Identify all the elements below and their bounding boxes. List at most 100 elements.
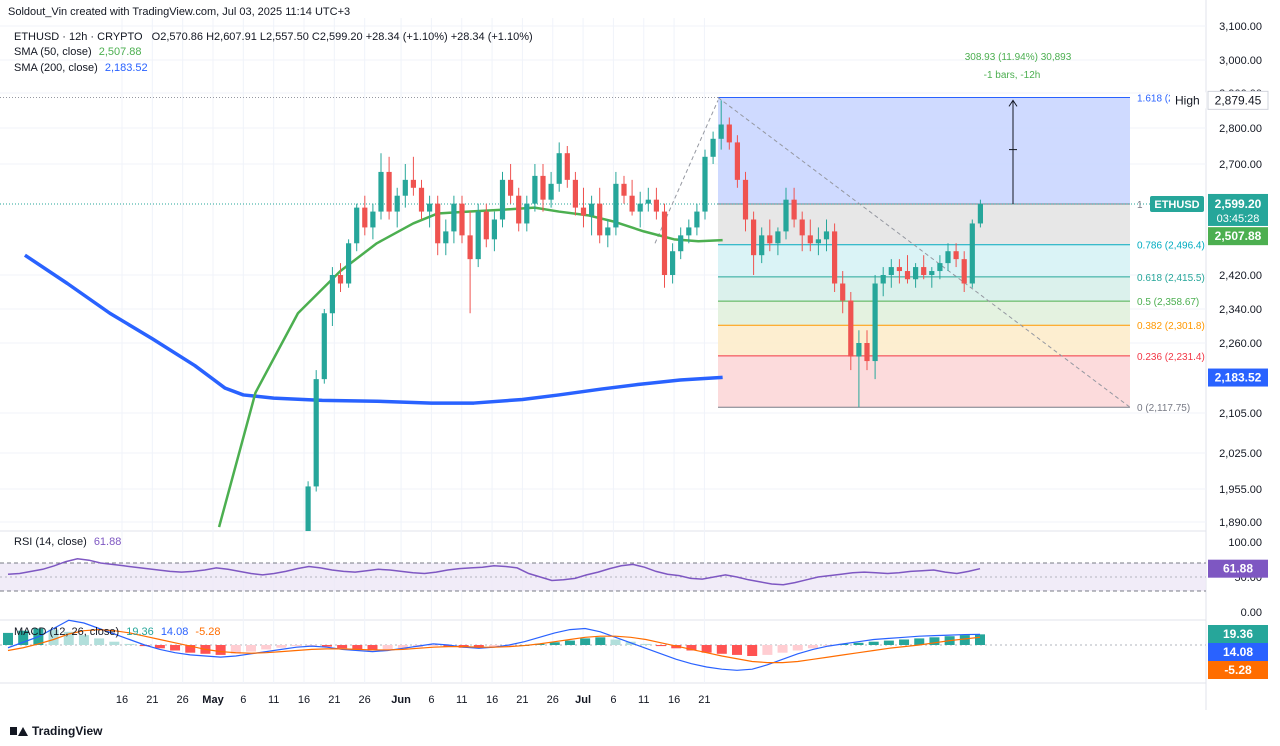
macd-hist-bar: [443, 645, 454, 647]
high-label-bg: [1170, 92, 1206, 109]
fib-zone: [718, 325, 1130, 356]
candle-body: [499, 179, 506, 220]
macd-hist-bar: [246, 645, 256, 652]
macd-value-line: 14.08: [160, 626, 189, 638]
candle-body: [856, 343, 862, 357]
sma200-value: 2,183.52: [104, 62, 148, 74]
macd-hist-bar: [701, 645, 712, 653]
candle-body: [613, 183, 619, 228]
candle-body: [548, 183, 554, 200]
macd-hist-bar: [883, 640, 894, 645]
x-tick-label: 21: [328, 694, 340, 706]
sma200-badge: [1208, 368, 1268, 387]
candle-body: [710, 138, 716, 157]
rsi-tick-label: 100.00: [1228, 537, 1262, 549]
brand-name: TradingView: [32, 724, 103, 738]
y-tick-label: 2,260.00: [1219, 338, 1262, 350]
macd-hist-bar: [959, 635, 970, 645]
x-tick-label: 21: [698, 694, 710, 706]
rsi-badge-value: 61.88: [1223, 562, 1253, 576]
bar-countdown: 03:45:28: [1217, 213, 1260, 225]
candle-body: [880, 275, 886, 284]
macd-hist-bar: [428, 645, 439, 647]
macd-hist-bar: [868, 641, 879, 645]
x-tick-label: 26: [177, 694, 189, 706]
sma50-label: SMA (50, close): [14, 46, 92, 58]
macd-hist-bar: [792, 645, 803, 651]
candle-body: [840, 283, 846, 301]
x-tick-label: May: [202, 694, 224, 706]
candle-body: [913, 267, 919, 280]
macd-hist-bar: [94, 638, 105, 645]
macd-value-hist: 19.36: [126, 626, 154, 638]
candle-body: [645, 199, 651, 204]
author-credit: Soldout_Vin created with TradingView.com…: [8, 6, 351, 18]
rsi-legend[interactable]: RSI (14, close) 61.88: [14, 536, 121, 548]
last-price-badge: [1208, 193, 1268, 226]
candle-body: [580, 207, 587, 216]
sma50-badge: [1208, 227, 1268, 246]
sma200-line: [23, 253, 723, 405]
y-tick-label: 1,955.00: [1219, 484, 1262, 496]
candle-body: [605, 227, 611, 236]
candle-body: [410, 179, 416, 188]
high-value-badge: [1207, 90, 1269, 110]
candle-body: [451, 203, 457, 232]
candle-body: [807, 235, 813, 244]
candle-body: [799, 219, 805, 236]
macd-value-signal: -5.28: [195, 626, 221, 638]
candle-body: [597, 203, 603, 236]
candle-body: [516, 195, 522, 224]
macd-hist-bar: [807, 645, 818, 649]
y-tick-label: 2,025.00: [1219, 448, 1262, 460]
macd-hist-bar: [3, 632, 13, 645]
candle-body: [718, 124, 724, 139]
candle-body: [767, 235, 773, 244]
y-tick-label: 2,340.00: [1219, 304, 1262, 316]
macd-hist-bar: [154, 645, 165, 649]
tradingview-brand[interactable]: TradingView: [10, 724, 102, 738]
symbol-legend[interactable]: ETHUSD · 12h · CRYPTO O2,570.86 H2,607.9…: [14, 31, 533, 43]
candle-body: [589, 203, 595, 216]
x-tick-label: 16: [668, 694, 680, 706]
candle-body: [848, 300, 854, 357]
candle-body: [572, 179, 578, 208]
candle-body: [532, 175, 538, 204]
sma200-legend[interactable]: SMA (200, close) 2,183.52: [14, 62, 148, 74]
high-value: 2,879.45: [1215, 93, 1262, 107]
macd-hist-bar: [109, 641, 120, 645]
macd-hist-bar: [382, 645, 393, 650]
candle-body: [977, 204, 983, 224]
candle-body: [961, 259, 967, 284]
candle-body: [491, 219, 497, 240]
candle-body: [678, 235, 684, 252]
candle-body: [929, 271, 935, 275]
candle-body: [694, 211, 700, 228]
trend-line: [717, 97, 1131, 408]
candle-body: [742, 179, 749, 220]
fib-level-label: 0 (2,117.75): [1137, 403, 1190, 414]
candle-body: [313, 379, 319, 487]
macd-hist-bar: [124, 643, 135, 645]
candle-body: [629, 195, 635, 212]
fib-level-label: 0.786 (2,496.4): [1137, 241, 1205, 252]
macd-hist-bar: [170, 645, 181, 651]
candle-body: [832, 231, 838, 284]
candle-body: [418, 187, 425, 212]
y-tick-label: 3,000.00: [1219, 55, 1262, 67]
sma50-legend[interactable]: SMA (50, close) 2,507.88: [14, 46, 142, 58]
macd-hist-bar: [747, 645, 758, 656]
candle-body: [467, 235, 473, 260]
macd-badge: [1208, 661, 1268, 679]
macd-hist-bar: [48, 629, 59, 645]
x-tick-label: 21: [516, 694, 528, 706]
candle-body: [969, 223, 975, 284]
candle-body: [346, 243, 352, 284]
macd-hist-bar: [595, 637, 606, 645]
candle-body: [329, 275, 335, 314]
y-tick-label: 1,890.00: [1219, 517, 1262, 529]
candle-body: [475, 211, 481, 260]
macd-legend[interactable]: MACD (12, 26, close) 19.36 14.08 -5.28: [14, 626, 220, 638]
candle-body: [443, 231, 449, 244]
